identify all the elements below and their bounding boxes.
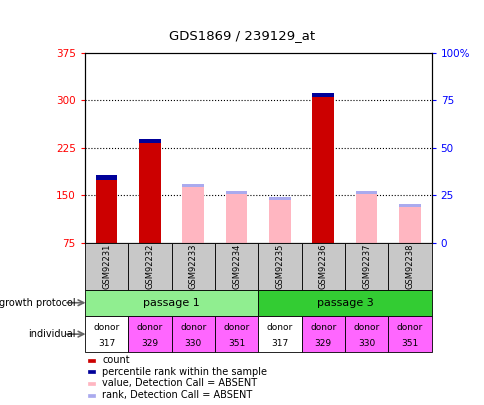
Text: passage 3: passage 3: [316, 298, 373, 308]
Text: 351: 351: [401, 339, 418, 348]
Bar: [225, 191, 247, 194]
Text: 317: 317: [98, 339, 115, 348]
Bar: [398, 207, 420, 243]
Text: 330: 330: [184, 339, 201, 348]
Text: donor: donor: [310, 323, 336, 332]
Bar: [388, 243, 431, 290]
Text: count: count: [102, 355, 130, 365]
Bar: [225, 194, 247, 243]
Text: passage 1: passage 1: [143, 298, 199, 308]
Bar: [128, 316, 171, 352]
Text: percentile rank within the sample: percentile rank within the sample: [102, 367, 267, 377]
Text: donor: donor: [353, 323, 379, 332]
Text: GSM92238: GSM92238: [405, 243, 414, 289]
Bar: [88, 382, 95, 385]
Bar: [88, 371, 95, 373]
Text: rank, Detection Call = ABSENT: rank, Detection Call = ABSENT: [102, 390, 252, 400]
Bar: [171, 243, 214, 290]
Bar: [139, 143, 160, 243]
Bar: [257, 290, 431, 316]
Bar: [344, 243, 388, 290]
Text: GSM92235: GSM92235: [275, 243, 284, 289]
Text: donor: donor: [396, 323, 422, 332]
Bar: [301, 243, 344, 290]
Bar: [257, 316, 301, 352]
Text: 351: 351: [227, 339, 245, 348]
Bar: [88, 359, 95, 362]
Bar: [269, 200, 290, 243]
Bar: [85, 290, 257, 316]
Bar: [171, 316, 214, 352]
Bar: [182, 184, 204, 187]
Text: growth protocol: growth protocol: [0, 298, 75, 308]
Text: value, Detection Call = ABSENT: value, Detection Call = ABSENT: [102, 379, 257, 388]
Text: donor: donor: [223, 323, 249, 332]
Bar: [344, 316, 388, 352]
Bar: [182, 187, 204, 243]
Bar: [128, 243, 171, 290]
Bar: [398, 204, 420, 207]
Text: GSM92234: GSM92234: [232, 243, 241, 289]
Text: donor: donor: [136, 323, 163, 332]
Bar: [301, 316, 344, 352]
Bar: [355, 194, 377, 243]
Bar: [269, 197, 290, 200]
Bar: [312, 97, 333, 243]
Text: GDS1869 / 239129_at: GDS1869 / 239129_at: [169, 30, 315, 43]
Bar: [85, 316, 128, 352]
Bar: [95, 175, 117, 179]
Text: donor: donor: [93, 323, 120, 332]
Bar: [312, 93, 333, 97]
Text: GSM92231: GSM92231: [102, 243, 111, 289]
Bar: [257, 243, 301, 290]
Text: 329: 329: [141, 339, 158, 348]
Text: individual: individual: [28, 329, 75, 339]
Text: GSM92232: GSM92232: [145, 243, 154, 289]
Text: 330: 330: [357, 339, 375, 348]
Text: GSM92236: GSM92236: [318, 243, 327, 289]
Text: donor: donor: [180, 323, 206, 332]
Bar: [88, 394, 95, 396]
Bar: [214, 243, 257, 290]
Text: 317: 317: [271, 339, 288, 348]
Text: GSM92237: GSM92237: [362, 243, 370, 289]
Bar: [139, 139, 160, 143]
Bar: [214, 316, 257, 352]
Bar: [95, 179, 117, 243]
Text: GSM92233: GSM92233: [188, 243, 197, 289]
Text: 329: 329: [314, 339, 331, 348]
Bar: [85, 243, 128, 290]
Text: donor: donor: [266, 323, 292, 332]
Bar: [355, 191, 377, 194]
Bar: [388, 316, 431, 352]
